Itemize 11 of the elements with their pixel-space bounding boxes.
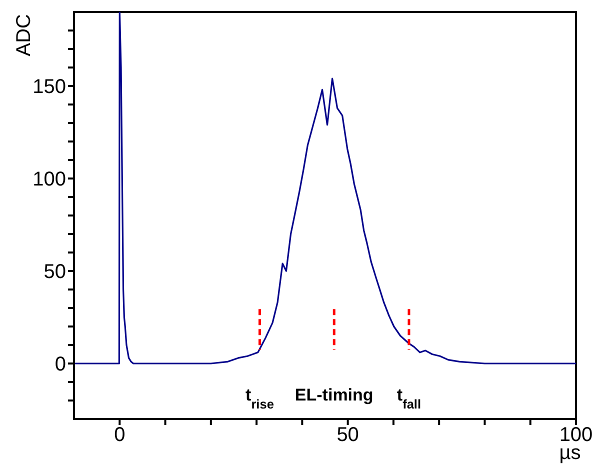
y-tick-label: 100 (32, 168, 66, 191)
ref-line-label: t$_{rise}$ (246, 386, 274, 412)
line-series (74, 12, 576, 364)
y-tick-label: 0 (54, 354, 66, 376)
ref-line-label: t$_{fall}$ (396, 386, 422, 412)
y-tick-label: 50 (44, 261, 66, 284)
x-tick-label: 50 (336, 424, 359, 446)
ref-line-label: EL-timing (294, 386, 374, 405)
y-axis-title: ADC (13, 14, 35, 56)
y-tick-label: 150 (32, 76, 66, 98)
x-tick-label: 0 (114, 424, 126, 446)
